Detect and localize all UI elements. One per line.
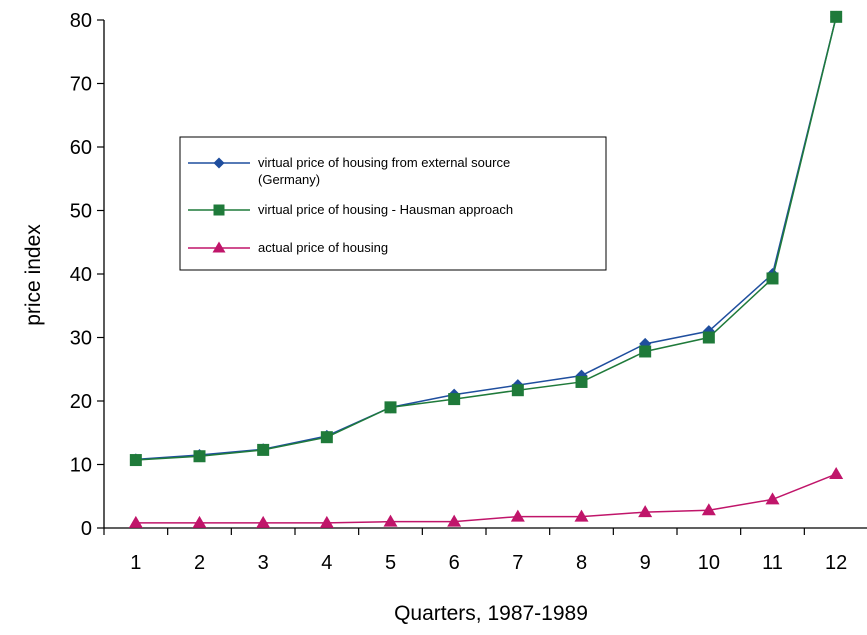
legend-marker <box>212 241 226 253</box>
x-axis-title: Quarters, 1987-1989 <box>394 602 588 625</box>
data-point <box>575 375 588 388</box>
data-point <box>193 450 206 463</box>
y-tick-label: 60 <box>70 137 92 159</box>
data-point <box>448 393 461 406</box>
y-axis-ticks: 0 10 20 30 40 50 60 70 80 <box>70 10 104 540</box>
data-point <box>128 515 143 528</box>
x-tick-label: 5 <box>385 552 396 574</box>
legend-label: virtual price of housing - Hausman appro… <box>258 202 513 217</box>
data-point <box>129 454 142 467</box>
data-point <box>192 515 207 528</box>
axes <box>103 20 867 529</box>
data-point <box>766 272 779 285</box>
data-point <box>639 345 652 358</box>
x-tick-label: 10 <box>698 552 720 574</box>
x-tick-label: 12 <box>825 552 847 574</box>
x-tick-label: 3 <box>258 552 269 574</box>
y-tick-label: 70 <box>70 74 92 96</box>
legend-item: virtual price of housing from external s… <box>188 155 510 187</box>
data-point <box>257 443 270 456</box>
y-tick-label: 50 <box>70 201 92 223</box>
series-2 <box>129 10 843 467</box>
data-point <box>829 467 844 480</box>
x-tick-label: 1 <box>130 552 141 574</box>
data-point <box>702 331 715 344</box>
data-point <box>638 505 653 518</box>
data-point <box>384 401 397 414</box>
data-point <box>256 515 271 528</box>
x-tick-label: 7 <box>512 552 523 574</box>
series-line <box>135 473 837 524</box>
y-tick-label: 0 <box>81 518 92 540</box>
y-axis-title: price index <box>22 224 45 326</box>
legend: virtual price of housing from external s… <box>179 136 607 271</box>
legend-item: virtual price of housing - Hausman appro… <box>188 202 513 217</box>
series-line <box>135 16 837 461</box>
legend-marker <box>213 157 225 169</box>
data-point <box>319 515 334 528</box>
data-point <box>511 384 524 397</box>
legend-item: actual price of housing <box>188 240 388 255</box>
legend-marker <box>213 204 225 216</box>
x-axis-ticks: 1 2 3 4 5 6 7 8 9 10 11 12 <box>103 528 847 574</box>
data-point <box>765 492 780 505</box>
x-tick-label: 9 <box>640 552 651 574</box>
y-tick-label: 10 <box>70 455 92 477</box>
x-tick-label: 4 <box>321 552 332 574</box>
y-tick-label: 40 <box>70 264 92 286</box>
x-tick-label: 8 <box>576 552 587 574</box>
legend-label: (Germany) <box>258 172 320 187</box>
series-3 <box>128 467 844 528</box>
x-tick-label: 6 <box>449 552 460 574</box>
series-layer <box>128 10 844 528</box>
data-point <box>830 10 843 23</box>
data-point <box>510 509 525 522</box>
data-point <box>701 503 716 516</box>
legend-box <box>179 136 607 271</box>
data-point <box>447 514 462 527</box>
x-tick-label: 11 <box>762 552 783 574</box>
y-tick-label: 20 <box>70 391 92 413</box>
legend-label: virtual price of housing from external s… <box>258 155 510 170</box>
data-point <box>320 431 333 444</box>
data-point <box>574 509 589 522</box>
x-tick-label: 2 <box>194 552 205 574</box>
y-tick-label: 80 <box>70 10 92 32</box>
y-tick-label: 30 <box>70 328 92 350</box>
data-point <box>383 514 398 527</box>
legend-label: actual price of housing <box>258 240 388 255</box>
